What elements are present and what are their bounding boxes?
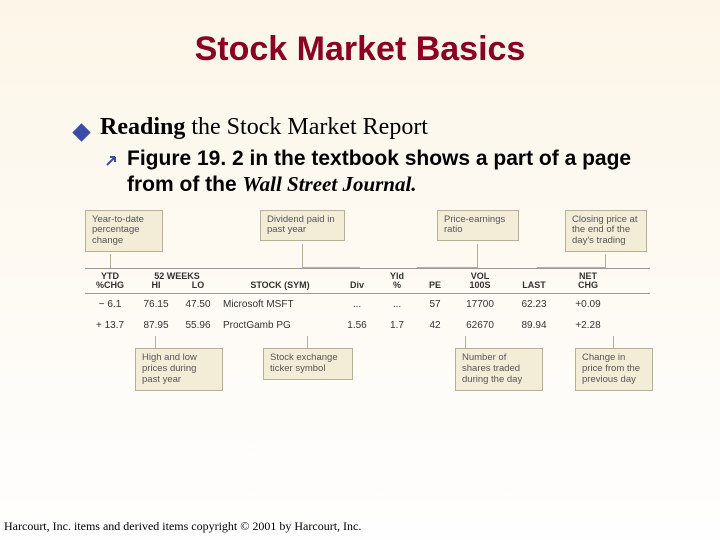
connector	[605, 254, 606, 268]
copyright-footer: Harcourt, Inc. items and derived items c…	[4, 519, 361, 534]
connector	[302, 267, 360, 268]
stock-table: YTD%CHG 52 WEEKS HILO STOCK (SYM) Div Yl…	[85, 268, 650, 337]
bullet1-text: Reading the Stock Market Report	[100, 114, 428, 141]
table-row: − 6.1 76.15 47.50 Microsoft MSFT ... ...…	[85, 294, 650, 315]
connector	[307, 336, 308, 348]
bullet-level-1: Reading the Stock Market Report	[75, 114, 720, 141]
label-hilo: High and low prices during past year	[135, 348, 223, 391]
label-ticker: Stock exchange ticker symbol	[263, 348, 353, 380]
label-change: Change in price from the previous day	[575, 348, 653, 391]
bottom-label-row: High and low prices during past year Sto…	[85, 336, 650, 396]
connector	[302, 244, 303, 268]
label-ytd: Year-to-date percentage change	[85, 210, 163, 253]
hdr-div: Div	[337, 272, 377, 292]
hdr-yld: Yld%	[377, 272, 417, 292]
table-row: + 13.7 87.95 55.96 ProctGamb PG 1.56 1.7…	[85, 315, 650, 336]
arrow-icon	[105, 151, 121, 167]
label-shares: Number of shares traded during the day	[455, 348, 543, 391]
connector	[465, 336, 466, 348]
connector	[537, 267, 605, 268]
connector	[613, 336, 614, 348]
hdr-vol: VOL100S	[453, 272, 507, 292]
hdr-chg: NETCHG	[561, 272, 615, 292]
slide-title: Stock Market Basics	[0, 0, 720, 69]
hdr-pe: PE	[417, 272, 453, 292]
hdr-ytd: YTD%CHG	[85, 272, 135, 292]
hdr-stock: STOCK (SYM)	[219, 272, 337, 292]
label-pe: Price-earnings ratio	[437, 210, 519, 242]
bullet2-text: Figure 19. 2 in the textbook shows a par…	[127, 147, 665, 198]
stock-figure: Year-to-date percentage change Dividend …	[85, 210, 650, 397]
connector	[417, 267, 477, 268]
bullet-level-2: Figure 19. 2 in the textbook shows a par…	[105, 147, 665, 198]
hdr-52wk: 52 WEEKS HILO	[135, 272, 219, 292]
connector	[110, 254, 111, 268]
top-label-row: Year-to-date percentage change Dividend …	[85, 210, 650, 262]
connector	[477, 244, 478, 268]
bullet2-italic: Wall Street Journal.	[243, 172, 417, 196]
bullet1-bold: Reading	[100, 114, 185, 140]
label-dividend: Dividend paid in past year	[260, 210, 345, 242]
bullet1-rest: the Stock Market Report	[185, 114, 428, 140]
hdr-last: LAST	[507, 272, 561, 292]
connector	[155, 336, 156, 348]
table-header: YTD%CHG 52 WEEKS HILO STOCK (SYM) Div Yl…	[85, 269, 650, 295]
diamond-icon	[72, 123, 90, 141]
label-closing: Closing price at the end of the day's tr…	[565, 210, 647, 253]
